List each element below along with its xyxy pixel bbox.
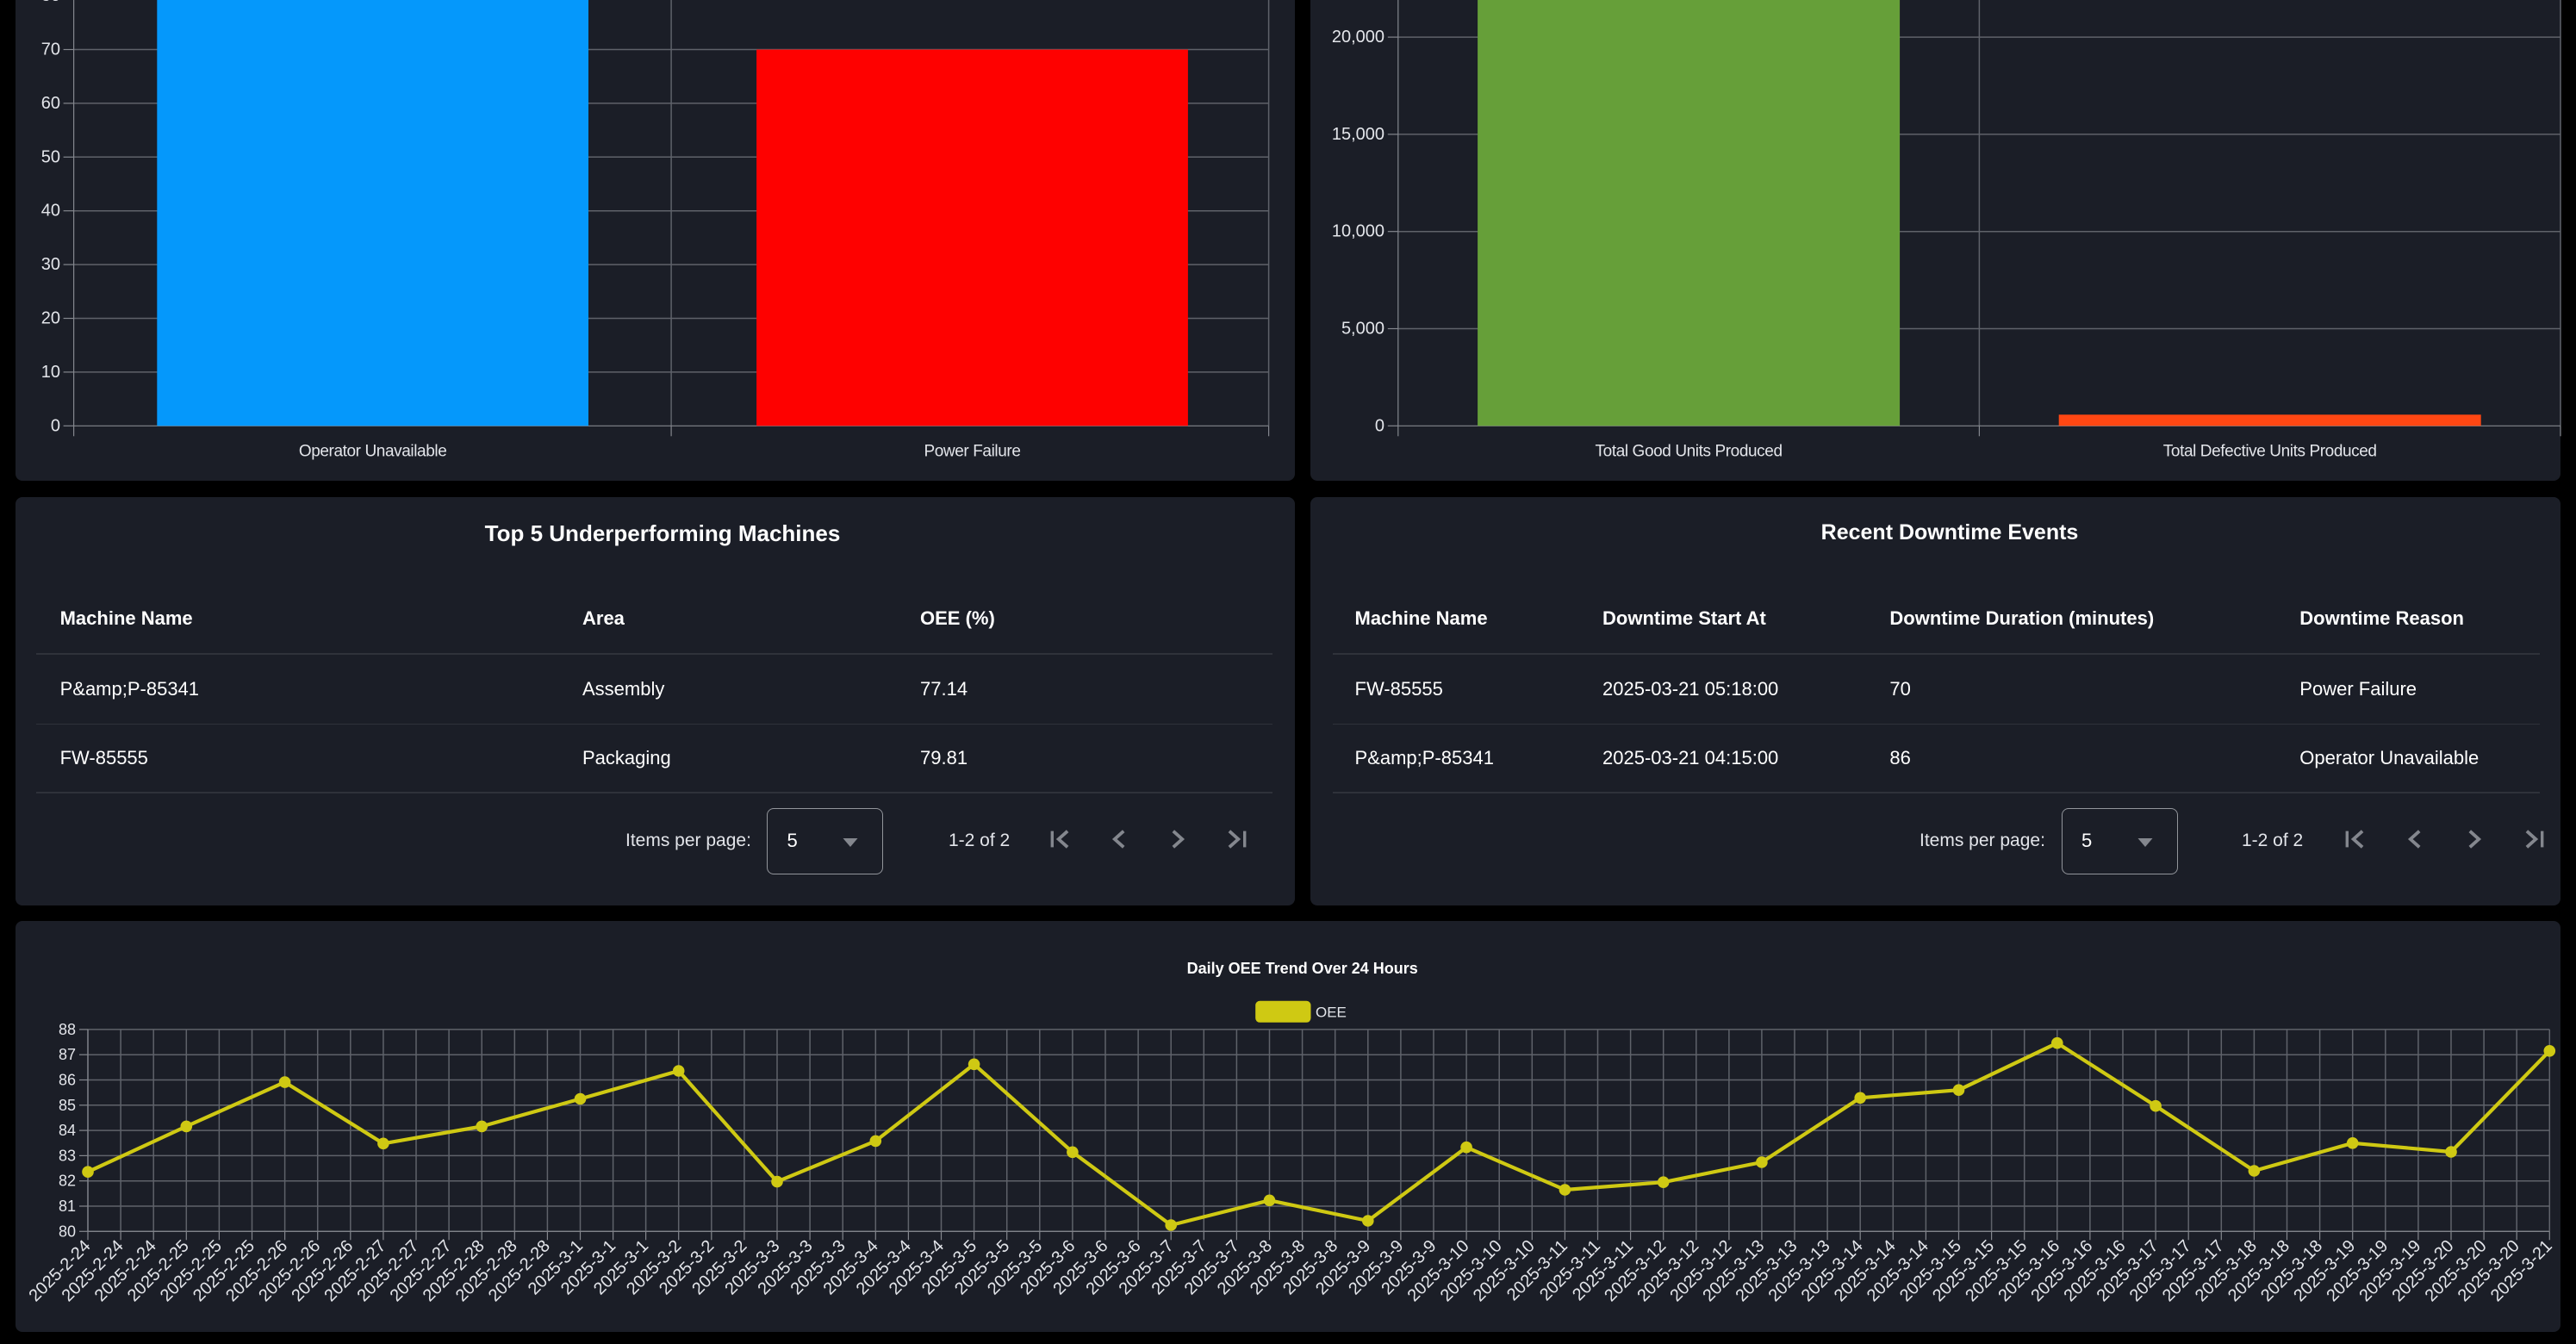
svg-text:40: 40 — [41, 202, 60, 221]
svg-text:0: 0 — [1375, 416, 1384, 435]
svg-text:5,000: 5,000 — [1341, 320, 1384, 339]
svg-text:50: 50 — [41, 147, 60, 166]
svg-text:0: 0 — [51, 416, 60, 435]
svg-text:10: 10 — [41, 363, 60, 382]
svg-text:85: 85 — [59, 1097, 76, 1114]
svg-text:10,000: 10,000 — [1332, 222, 1384, 241]
svg-text:80: 80 — [59, 1223, 76, 1240]
svg-text:Total Defective Units Produced: Total Defective Units Produced — [2163, 443, 2377, 461]
svg-text:Power Failure: Power Failure — [924, 443, 1020, 461]
svg-text:20: 20 — [41, 309, 60, 328]
svg-text:20,000: 20,000 — [1332, 28, 1384, 47]
svg-text:Daily OEE Trend Over 24 Hours: Daily OEE Trend Over 24 Hours — [1187, 960, 1418, 977]
svg-text:88: 88 — [59, 1021, 76, 1038]
svg-text:60: 60 — [41, 94, 60, 113]
svg-text:Operator Unavailable: Operator Unavailable — [299, 443, 447, 461]
svg-text:70: 70 — [41, 40, 60, 59]
svg-text:30: 30 — [41, 255, 60, 274]
svg-text:OEE: OEE — [1316, 1005, 1347, 1021]
svg-text:87: 87 — [59, 1046, 76, 1063]
svg-text:84: 84 — [59, 1122, 76, 1139]
svg-text:Total Good Units Produced: Total Good Units Produced — [1596, 443, 1783, 461]
svg-text:15,000: 15,000 — [1332, 125, 1384, 144]
svg-text:83: 83 — [59, 1147, 76, 1164]
svg-text:81: 81 — [59, 1198, 76, 1215]
svg-text:80: 80 — [41, 0, 60, 5]
svg-text:82: 82 — [59, 1173, 76, 1190]
svg-text:86: 86 — [59, 1072, 76, 1089]
